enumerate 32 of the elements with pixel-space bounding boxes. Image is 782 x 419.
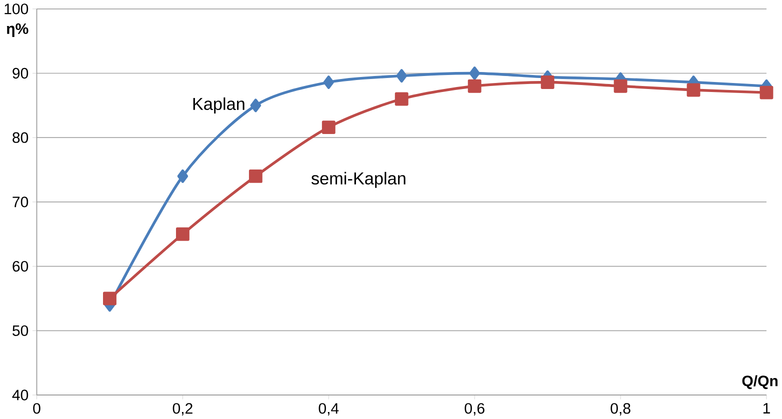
x-axis-title: Q/Qn	[742, 375, 778, 390]
x-tick-label: 1	[763, 403, 770, 414]
y-tick-label: 80	[12, 132, 28, 143]
point	[248, 169, 262, 183]
point	[250, 98, 262, 112]
point	[614, 79, 628, 93]
y-tick-label: 90	[12, 68, 28, 79]
point	[322, 120, 336, 134]
x-tick-label: 0	[33, 403, 40, 414]
point	[177, 169, 188, 183]
y-axis-title: η%	[6, 23, 28, 37]
point	[540, 75, 554, 89]
y-tick-label: 100	[4, 4, 28, 14]
point	[469, 66, 480, 80]
point	[176, 227, 190, 241]
point	[760, 86, 774, 100]
point	[103, 292, 116, 306]
y-tick-label: 60	[12, 260, 28, 272]
y-tick-label: 50	[12, 325, 28, 336]
point	[394, 92, 408, 106]
x-tick-label: 0,4	[318, 403, 339, 416]
point	[468, 79, 482, 93]
series-label: Kaplan	[193, 97, 244, 114]
series-label: semi-Kaplan	[311, 172, 406, 188]
x-tick-label: 0,6	[464, 403, 484, 416]
x-tick-label: 0,8	[610, 403, 630, 416]
point	[686, 83, 700, 97]
x-tick-label: 0,2	[172, 403, 192, 416]
y-tick-label: 70	[12, 196, 28, 208]
point	[323, 75, 334, 89]
point	[396, 69, 407, 82]
y-tick-label: 40	[12, 390, 28, 400]
